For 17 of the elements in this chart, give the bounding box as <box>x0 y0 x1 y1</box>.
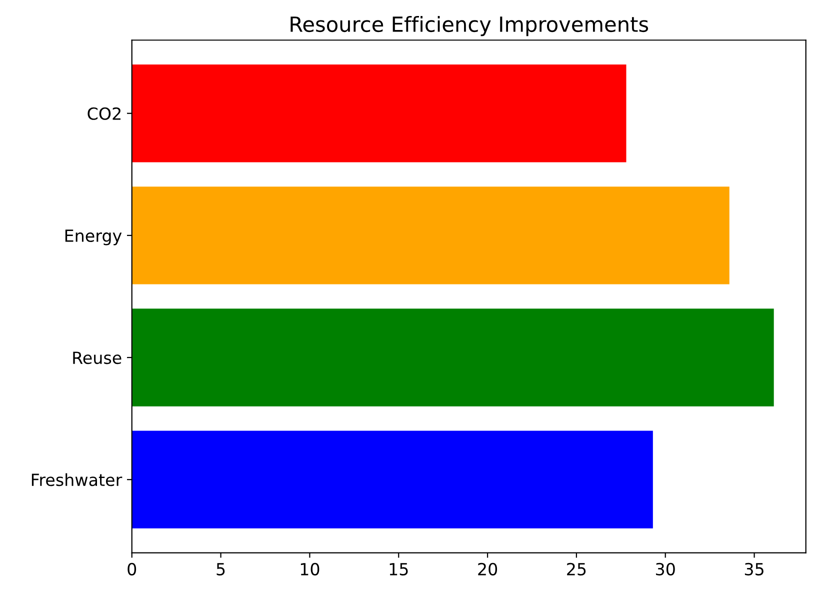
bar <box>132 430 653 528</box>
bar <box>132 308 774 406</box>
y-tick-label: Freshwater <box>32 473 122 486</box>
x-tick-label: 10 <box>300 562 320 576</box>
x-tick-label: 0 <box>128 562 136 576</box>
x-tick-label: 20 <box>478 562 498 576</box>
x-tick-label: 25 <box>567 562 586 576</box>
x-tick-label: 5 <box>216 563 225 576</box>
y-tick-label: Reuse <box>73 352 122 364</box>
y-tick-label: Energy <box>65 230 122 246</box>
bar <box>132 186 730 284</box>
x-tick-label: 35 <box>744 562 764 576</box>
x-tick-label: 15 <box>390 563 408 576</box>
bar <box>132 64 626 162</box>
y-tick-label: CO2 <box>88 107 120 120</box>
x-tick-label: 30 <box>656 562 675 576</box>
chart-title: Resource Efficiency Improvements <box>290 16 648 36</box>
